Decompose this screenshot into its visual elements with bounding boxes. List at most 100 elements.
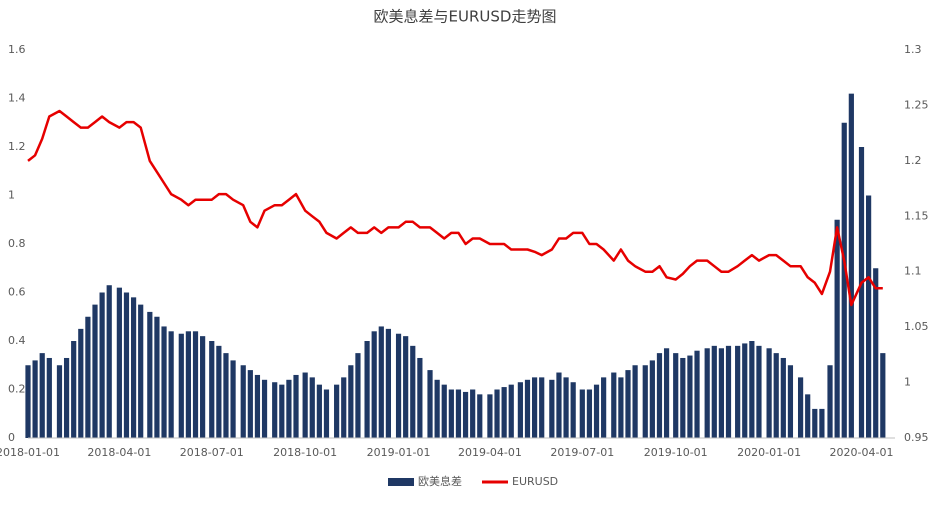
bar	[434, 379, 440, 438]
legend-label: 欧美息差	[418, 474, 462, 488]
y2-tick-label: 1.15	[904, 209, 929, 222]
bar	[673, 353, 679, 438]
x-tick-label: 2020-04-01	[830, 446, 894, 459]
y-tick-label: 1	[8, 189, 15, 202]
bar	[168, 331, 174, 438]
bar	[254, 374, 261, 438]
x-tick-label: 2018-07-01	[180, 446, 244, 459]
bar	[642, 365, 648, 438]
x-tick-label: 2019-07-01	[550, 446, 614, 459]
bar	[787, 365, 794, 438]
bar	[410, 345, 416, 438]
bar	[200, 336, 206, 438]
bar	[470, 389, 476, 438]
bar	[116, 287, 122, 438]
bar	[858, 147, 865, 438]
bar	[403, 336, 409, 438]
x-tick-label: 2019-10-01	[644, 446, 708, 459]
bar	[441, 384, 447, 438]
bar	[570, 382, 576, 438]
bar	[78, 328, 84, 438]
bar	[805, 394, 811, 438]
bar	[680, 357, 686, 438]
bar	[632, 365, 638, 438]
bar	[487, 394, 493, 438]
bar	[279, 384, 285, 438]
bar	[649, 360, 655, 438]
bar	[455, 389, 462, 438]
bar	[25, 365, 31, 438]
bar	[106, 285, 112, 438]
x-tick-label: 2018-10-01	[273, 446, 337, 459]
bar	[563, 377, 569, 438]
y2-tick-label: 1.1	[904, 265, 922, 278]
x-tick-label: 2018-04-01	[87, 446, 151, 459]
bar	[230, 360, 236, 438]
y-tick-label: 1.2	[8, 140, 26, 153]
y2-tick-label: 0.95	[904, 431, 929, 444]
y-tick-label: 0.8	[8, 237, 26, 250]
bar	[46, 357, 52, 438]
bar	[209, 341, 215, 438]
y2-tick-label: 1.2	[904, 154, 922, 167]
bar	[223, 353, 229, 438]
bar	[586, 389, 593, 438]
bar	[302, 372, 308, 438]
y-tick-label: 0.6	[8, 286, 26, 299]
bar	[309, 377, 315, 438]
bar	[718, 348, 724, 438]
bar	[494, 389, 500, 438]
bar	[687, 355, 693, 438]
bar	[272, 382, 278, 438]
bar	[56, 365, 63, 438]
bar	[192, 331, 199, 438]
bar	[819, 408, 825, 438]
y2-tick-label: 1.25	[904, 98, 929, 111]
x-tick-label: 2020-01-01	[737, 446, 801, 459]
bar	[334, 384, 340, 438]
bar	[773, 353, 779, 438]
y-tick-label: 0.4	[8, 334, 26, 347]
bar	[71, 341, 77, 438]
bar	[448, 389, 454, 438]
bar	[161, 326, 167, 438]
bar	[556, 372, 562, 438]
bar	[427, 370, 433, 438]
bar	[749, 341, 755, 438]
bar	[848, 93, 854, 439]
bar	[395, 333, 402, 438]
bar	[85, 316, 91, 438]
y-tick-label: 1.4	[8, 92, 26, 105]
bar	[154, 316, 160, 438]
bar	[501, 387, 507, 438]
bar	[797, 377, 804, 438]
bar	[316, 384, 322, 438]
legend-label: EURUSD	[512, 475, 558, 488]
bar	[524, 379, 531, 438]
bar	[735, 345, 741, 438]
bar	[834, 219, 840, 438]
bar	[477, 394, 483, 438]
bar	[517, 382, 523, 438]
bar	[216, 345, 222, 438]
y-tick-label: 1.6	[8, 43, 26, 56]
bar	[756, 345, 762, 438]
bar	[348, 365, 354, 438]
bar	[293, 374, 299, 438]
bar	[462, 391, 469, 438]
y2-tick-label: 1	[904, 376, 911, 389]
bar	[625, 370, 631, 438]
bar	[579, 389, 585, 438]
bar	[417, 357, 423, 438]
x-tick-label: 2019-04-01	[458, 446, 522, 459]
bar	[601, 377, 607, 438]
bar	[780, 357, 786, 438]
bar	[866, 195, 872, 438]
bar	[385, 328, 392, 438]
bar	[286, 379, 292, 438]
y-tick-label: 0	[8, 431, 15, 444]
bar	[531, 377, 538, 438]
bar	[508, 384, 514, 438]
bar	[371, 331, 377, 438]
